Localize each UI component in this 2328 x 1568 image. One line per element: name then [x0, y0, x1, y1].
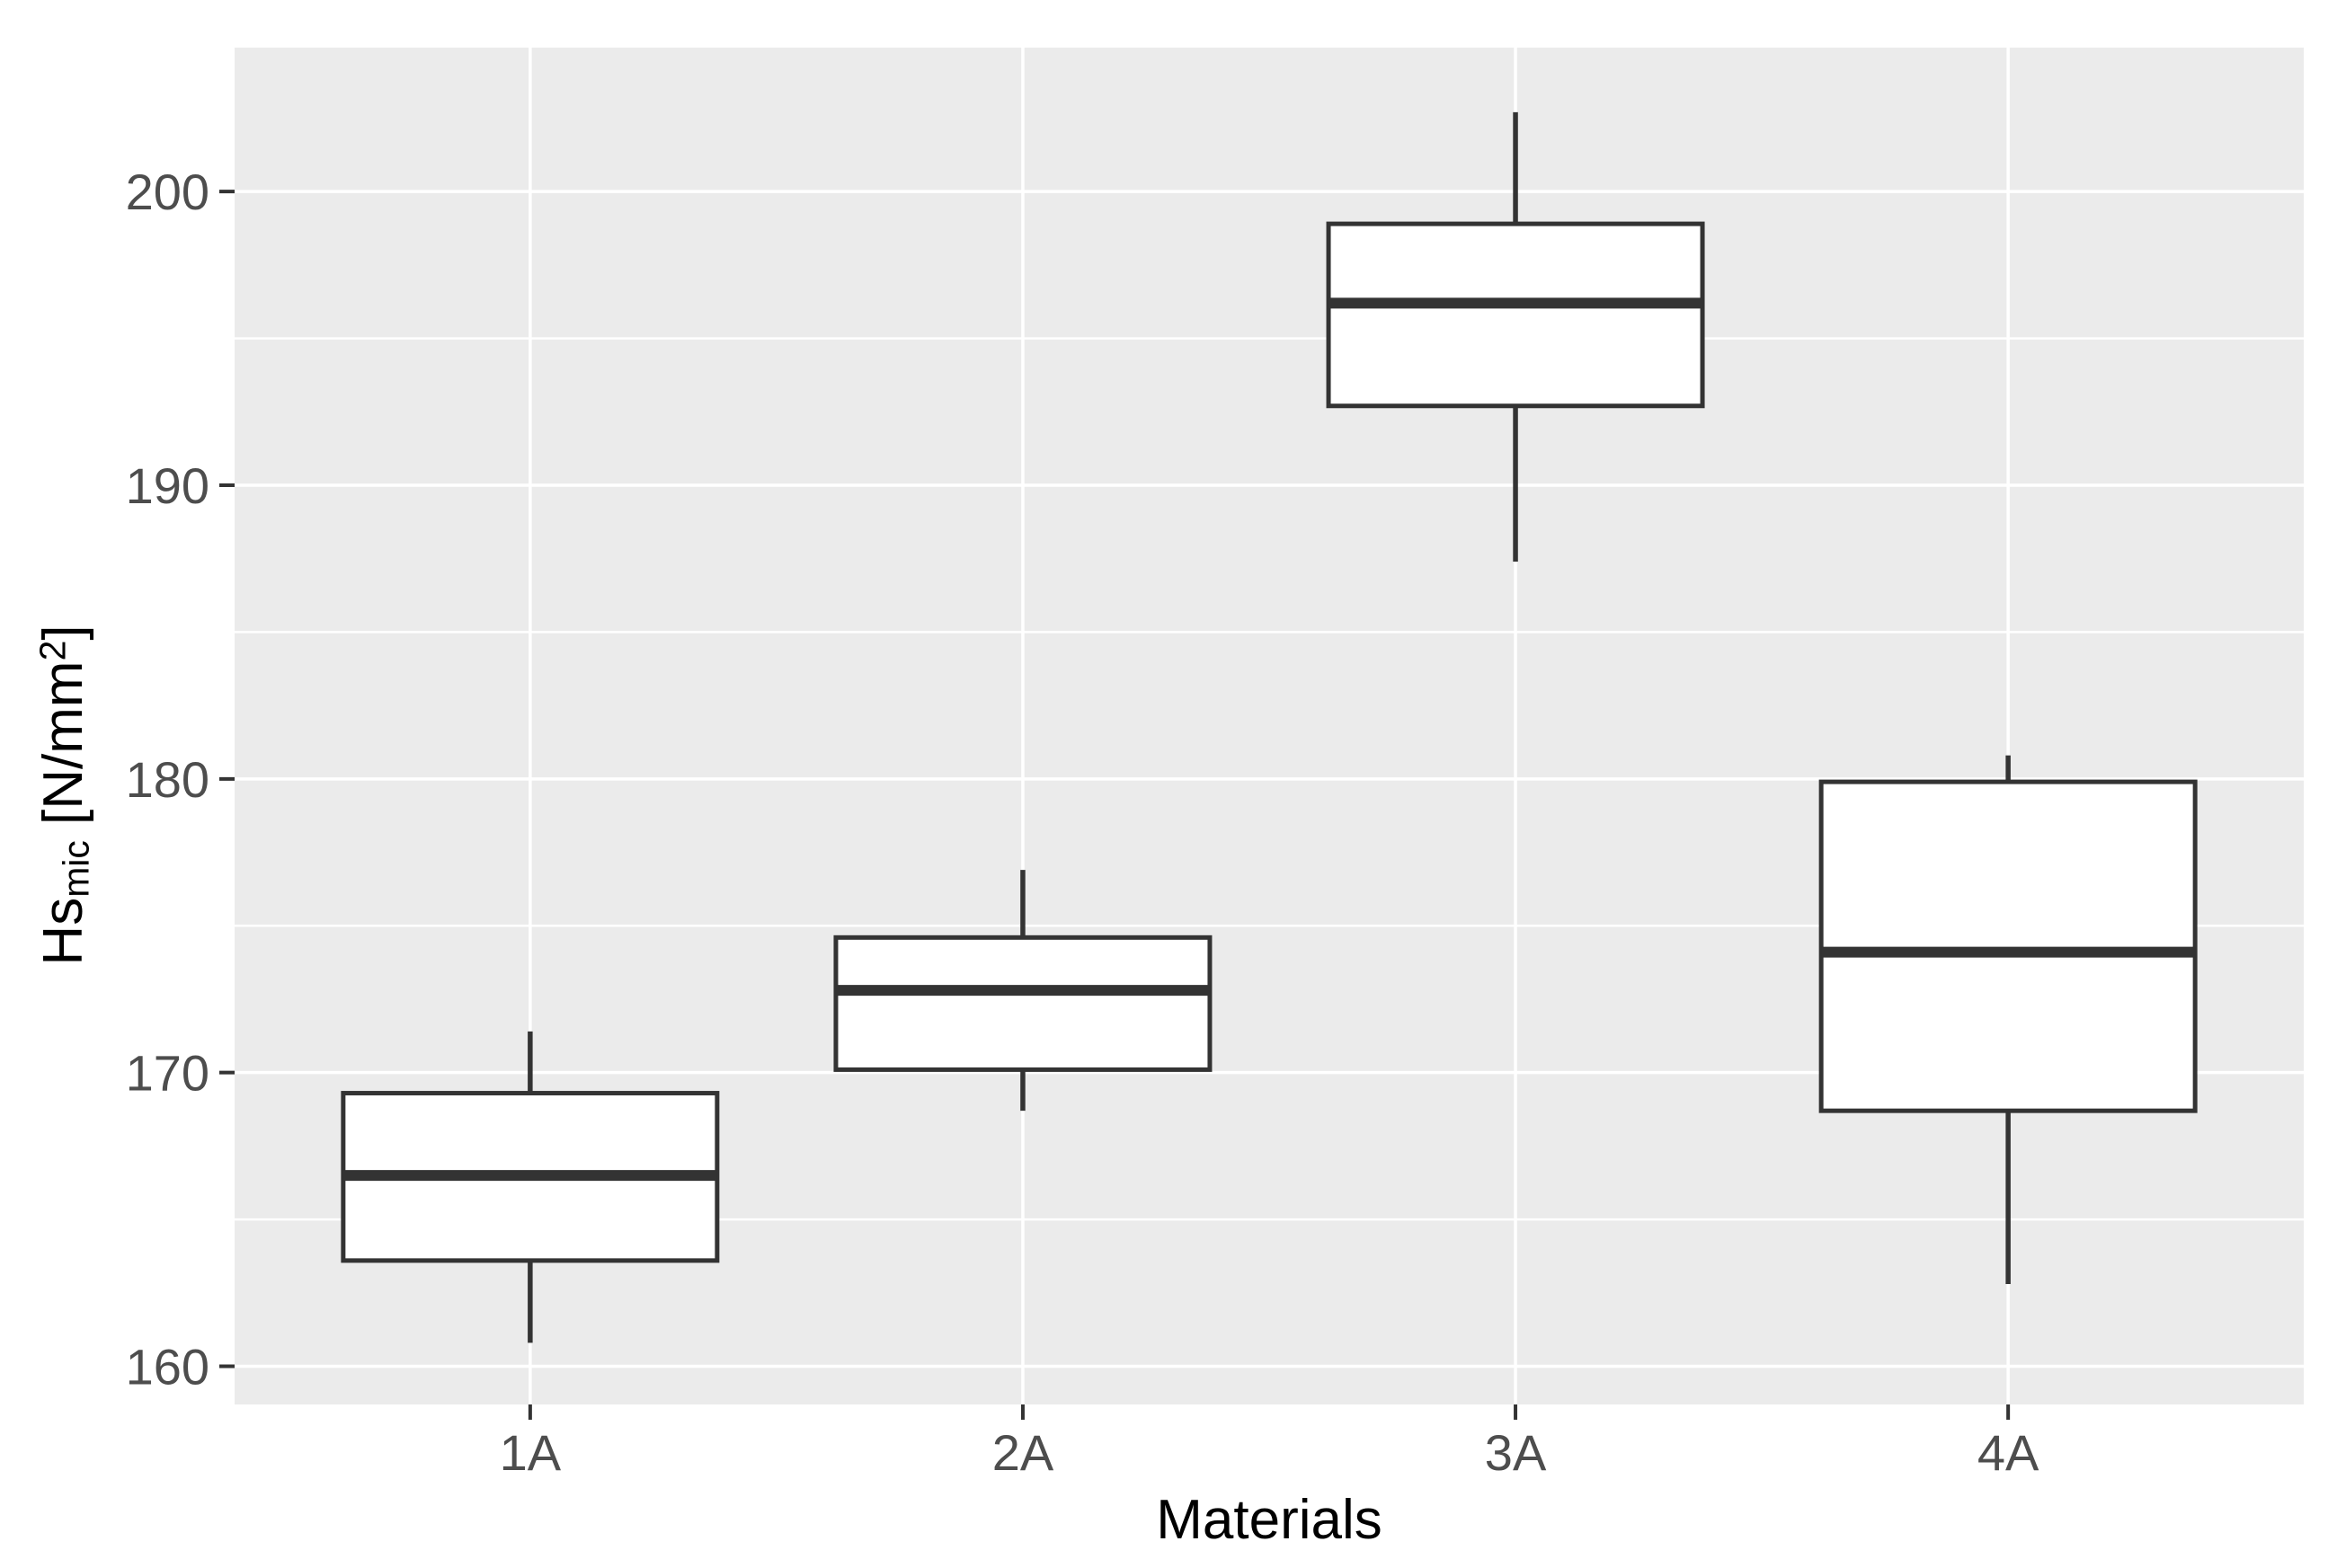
- x-tick-label-2A: 2A: [992, 1424, 1054, 1481]
- y-title-units-open: [N/mm: [32, 660, 95, 841]
- boxplot-2A-box: [833, 935, 1213, 1072]
- x-tick-label-3A: 3A: [1485, 1424, 1547, 1481]
- x-tick-label-1A: 1A: [500, 1424, 562, 1481]
- boxplot-3A-box: [1326, 221, 1705, 409]
- y-title-units-close: ]: [32, 625, 95, 641]
- y-tick-label-190: 190: [126, 457, 209, 514]
- y-tick-label-170: 170: [126, 1045, 209, 1102]
- y-tick-label-180: 180: [126, 751, 209, 808]
- y-axis-title: Hsmic [N/mm2]: [31, 625, 97, 966]
- y-title-subscript: mic: [55, 840, 97, 898]
- y-tick-label-200: 200: [126, 164, 209, 220]
- y-title-main: Hs: [32, 897, 95, 966]
- x-axis-title: Materials: [1156, 1489, 1382, 1551]
- boxplot-4A-box: [1818, 779, 2198, 1113]
- y-tick-label-160: 160: [126, 1339, 209, 1395]
- x-tick-label-4A: 4A: [1977, 1424, 2039, 1481]
- y-title-superscript: 2: [31, 640, 74, 661]
